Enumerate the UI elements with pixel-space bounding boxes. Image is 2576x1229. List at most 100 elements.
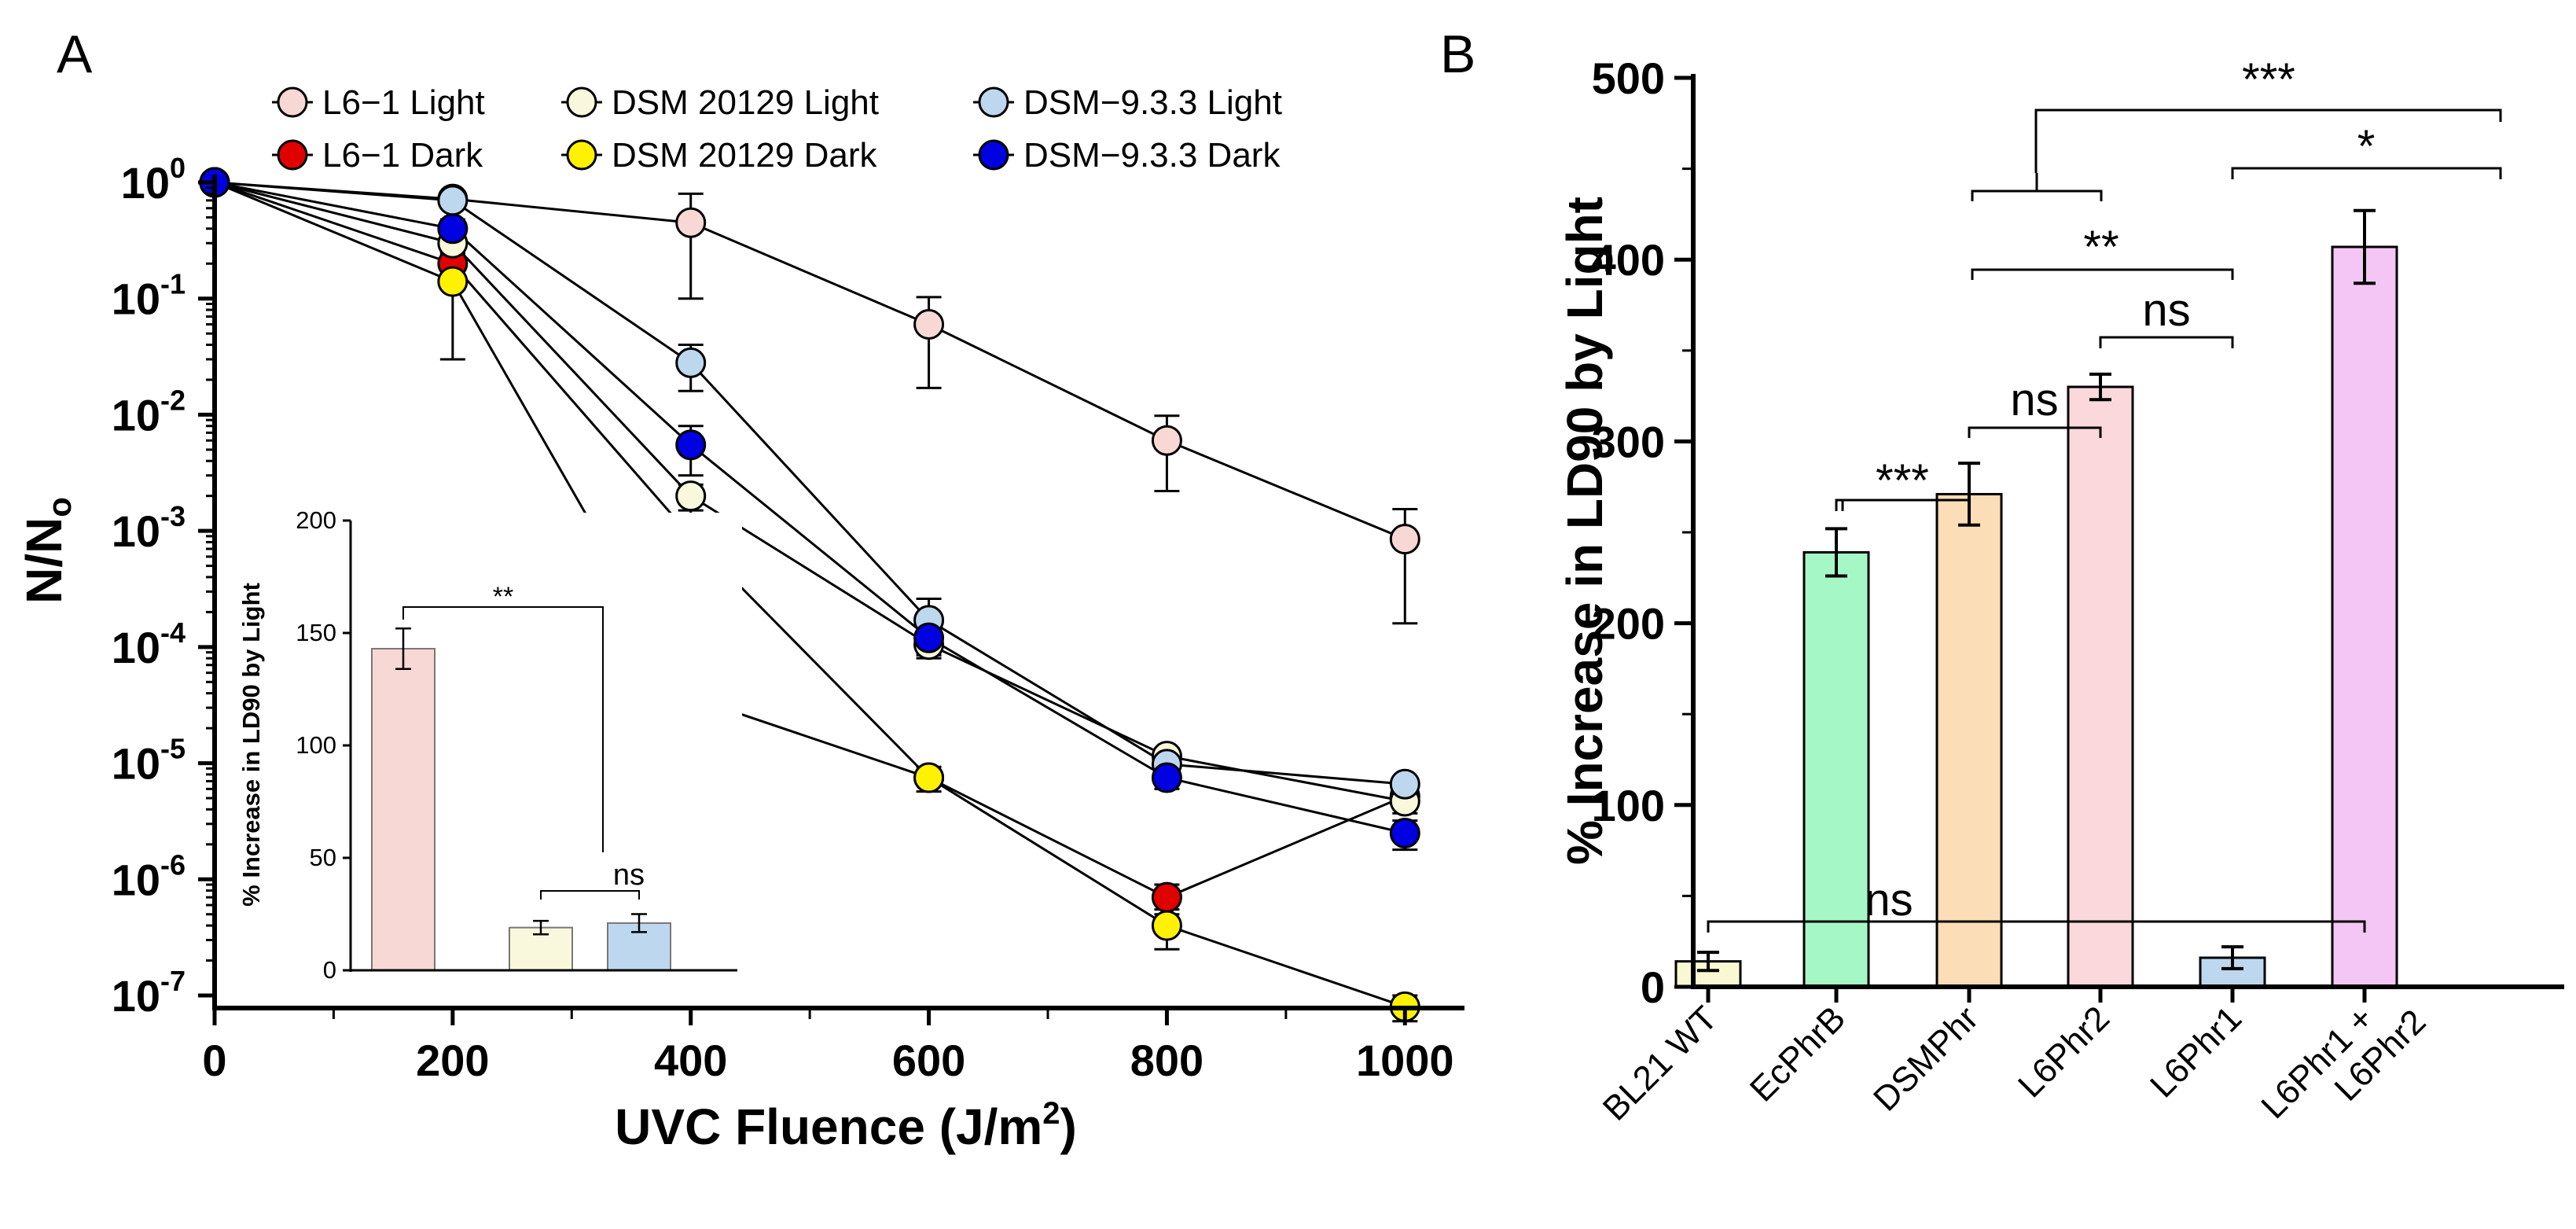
panel-a-series-line	[214, 181, 1406, 786]
panel-b-significance-label: ns	[2142, 285, 2190, 336]
panel-b-bracket-line	[1707, 920, 2366, 933]
panel-a-series-line	[214, 181, 1406, 834]
inset-y-tick-label: 150	[296, 619, 336, 646]
panel-a-chart: 100 10-1 10-2 10-3 10-4 10-5 10-6 10-7 0 200 400 6…	[16, 83, 1464, 1155]
panel-b-bar	[2067, 385, 2134, 988]
panel-b-significance-label: ***	[1876, 455, 1929, 506]
legend-label: L6−1 Dark	[322, 136, 483, 175]
panel-a-data-point	[913, 762, 945, 793]
panel-b-x-tick-label: L6Phr1	[2143, 999, 2249, 1105]
panel-b-y-tick-label: 100	[1592, 781, 1665, 830]
panel-b-x-tick-label-group: DSMPhr	[1866, 999, 1986, 1118]
inset-bracket-line	[402, 606, 604, 852]
panel-b-y-tick-label: 0	[1641, 962, 1665, 1012]
legend-label: DSM−9.3.3 Dark	[1023, 136, 1281, 175]
inset-y-tick-label: 0	[323, 956, 336, 984]
legend-marker	[978, 139, 1009, 171]
panel-a-x-tick-label: 800	[1130, 1036, 1203, 1085]
legend-label: DSM−9.3.3 Light	[1023, 83, 1282, 122]
panel-a-x-tick-label: 200	[416, 1036, 489, 1085]
panel-a-data-point	[437, 213, 469, 245]
panel-b-x-tick-label-group: L6Phr2	[2011, 999, 2117, 1105]
legend-label: DSM 20129 Light	[612, 83, 879, 122]
panel-a-series-line	[214, 181, 1406, 1008]
legend-marker	[277, 86, 308, 118]
panel-a-data-point	[1389, 818, 1420, 849]
panel-b-y-tick-label: 500	[1592, 53, 1665, 103]
panel-label-a: A	[57, 24, 93, 84]
panel-a-data-point	[1389, 524, 1420, 555]
panel-a-y-tick-label: 10-7	[112, 965, 186, 1021]
panel-a-y-axis-label: N/No	[16, 497, 78, 604]
legend-label: L6−1 Light	[322, 83, 485, 122]
panel-b-bracket-line	[1971, 190, 2103, 201]
inset-bracket-line	[540, 890, 640, 900]
inset-significance-label: ns	[613, 859, 645, 892]
inset-significance-label: **	[493, 582, 513, 612]
panel-a-data-point	[1151, 425, 1182, 456]
legend-marker	[566, 86, 597, 118]
panel-b-significance-label: ns	[1865, 874, 1913, 925]
panel-b-y-axis-label: % Increase in LD90 by Light	[1556, 197, 1613, 865]
panel-label-b: B	[1440, 24, 1475, 84]
panel-a-data-point	[437, 266, 469, 297]
panel-a-data-point	[913, 308, 945, 340]
panel-b-significance-label: *	[2357, 121, 2376, 172]
panel-a-data-point	[1151, 881, 1182, 913]
panel-a-x-axis-label: UVC Fluence (J/m2)	[615, 1096, 1077, 1155]
panel-a-data-point	[675, 207, 707, 238]
panel-b-x-tick-label: DSMPhr	[1866, 999, 1986, 1118]
panel-b-x-tick-label-group: L6Phr1	[2143, 999, 2249, 1105]
panel-b-bracket-line	[2231, 167, 2502, 179]
panel-a-data-point	[1151, 910, 1182, 941]
legend-marker	[978, 86, 1009, 118]
inset-y-tick-label: 200	[296, 506, 336, 534]
inset-y-tick-label: 100	[296, 731, 336, 759]
panel-a-data-point	[675, 429, 707, 461]
panel-a-data-point	[1151, 762, 1182, 793]
legend-marker	[277, 139, 308, 171]
panel-b-bracket-line	[2099, 336, 2234, 348]
inset-bar	[371, 648, 435, 972]
panel-a-inset: 0 50 100 150 200 % Increase in LD90 by Light…	[237, 506, 742, 984]
panel-a-x-tick-label: 0	[202, 1036, 226, 1085]
panel-b-x-tick-label: L6Phr2	[2011, 999, 2117, 1105]
panel-b-bracket-line	[2034, 109, 2502, 173]
panel-b-y-tick-label: 200	[1592, 599, 1665, 649]
inset-y-tick-label: 50	[310, 844, 336, 871]
panel-b-y-tick-label: 400	[1592, 235, 1665, 285]
panel-b-x-tick-label: BL21 WT	[1596, 999, 1725, 1128]
panel-a-legend: L6−1 Light L6−1 Dark DSM 20129 Light DSM 20…	[272, 83, 1282, 175]
panel-a-data-point	[675, 480, 707, 512]
panel-b-bracket-line	[1841, 499, 1971, 511]
panel-a-y-tick-label: 10-6	[112, 848, 186, 904]
legend-label: DSM 20129 Dark	[612, 136, 877, 175]
panel-b-bar	[1802, 550, 1870, 988]
panel-b-significance-label: ***	[2242, 54, 2295, 105]
inset-background	[302, 513, 742, 984]
panel-b-x-tick-label-group: L6Phr1 +L6Phr2	[2254, 999, 2433, 1126]
panel-a-y-tick-label: 10-1	[112, 268, 186, 324]
panel-b-bar	[1935, 492, 2003, 988]
panel-b-bracket-line	[1971, 268, 2234, 280]
panel-a-y-tick-label: 10-2	[112, 384, 186, 440]
panel-a-x-tick-label: 400	[654, 1036, 727, 1085]
inset-y-axis-label: % Increase in LD90 by Light	[237, 583, 265, 907]
panel-a-y-tick-label: 10-4	[112, 616, 186, 672]
panel-a-x-tick-label: 1000	[1356, 1036, 1454, 1085]
panel-a-data-point	[1389, 768, 1420, 800]
panel-a-data-point	[913, 622, 945, 653]
panel-a-series-line	[214, 181, 1406, 899]
panel-b-bar	[2331, 245, 2398, 988]
panel-a-y-tick-label: 10-5	[112, 733, 186, 789]
panel-a-series-line	[214, 181, 1406, 540]
panel-b-significance-label: ns	[2010, 374, 2058, 425]
panel-b-x-tick-label-group: BL21 WT	[1596, 999, 1725, 1128]
panel-b-x-tick-label: EcPhrB	[1743, 999, 1853, 1109]
panel-b-y-tick-label: 300	[1592, 417, 1665, 466]
panel-a-x-tick-label: 600	[892, 1036, 965, 1085]
panel-a-data-point	[675, 347, 707, 378]
panel-b-significance-label: **	[2083, 222, 2118, 273]
